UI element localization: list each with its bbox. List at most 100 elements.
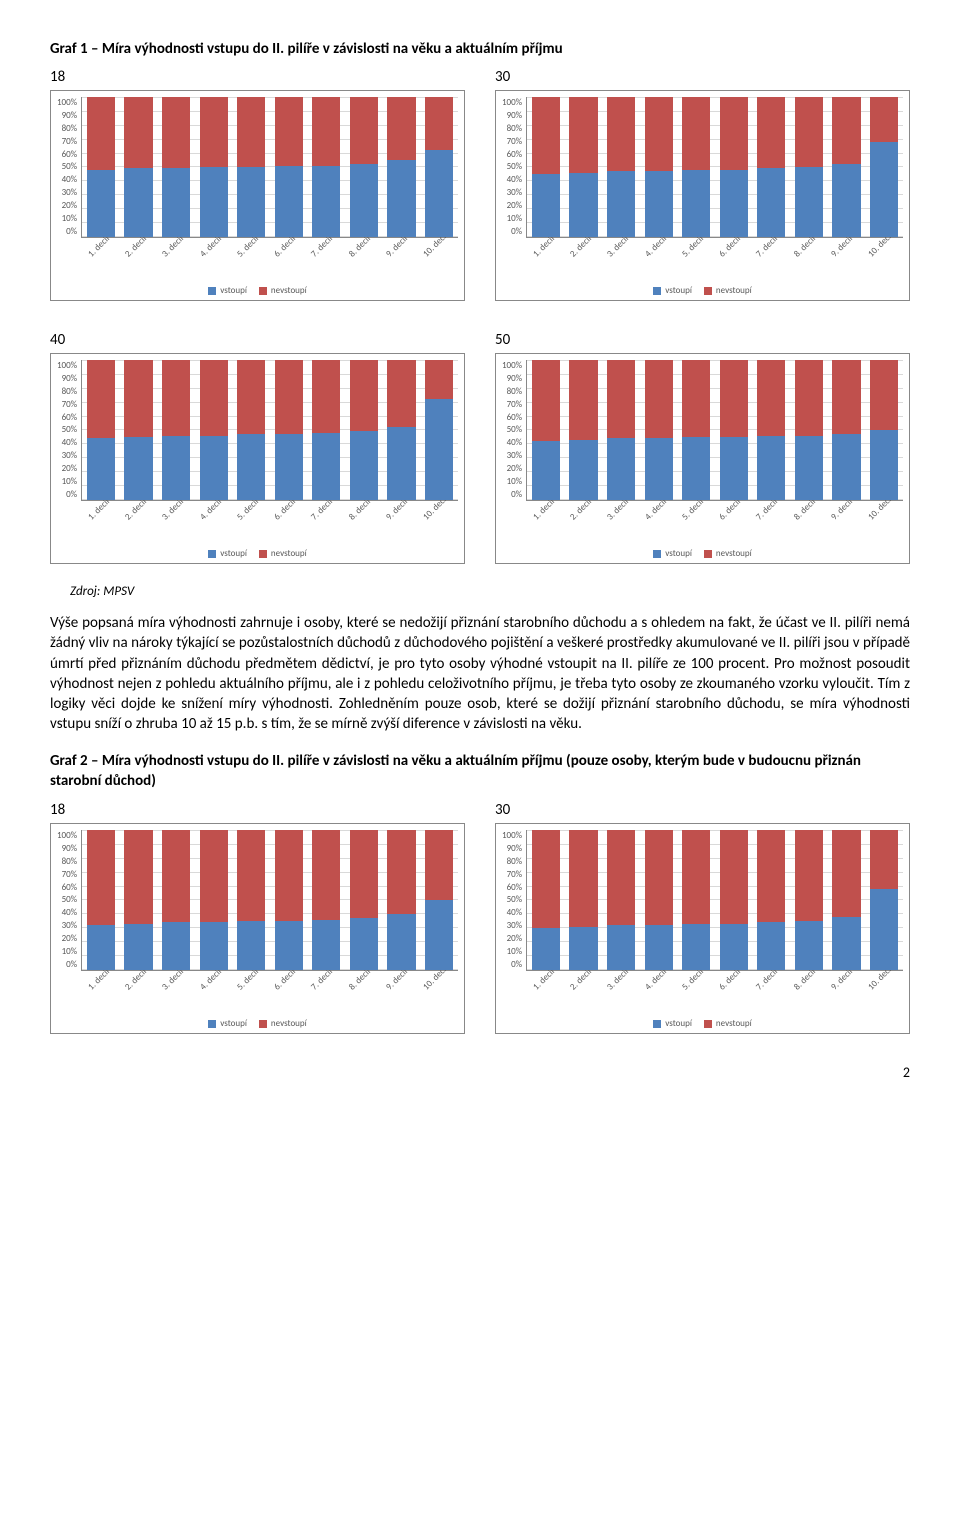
bar-segment-vstoupi [350,164,378,237]
bar-segment-vstoupi [795,167,823,237]
chart-box: 100%90%80%70%60%50%40%30%20%10%0%1. deci… [50,90,465,301]
bar-segment-nevstoupi [387,97,415,160]
bar-segment-nevstoupi [870,830,898,889]
bar-segment-nevstoupi [237,830,265,921]
bar [870,360,898,500]
bar-segment-nevstoupi [312,360,340,433]
y-tick-label: 40% [57,437,77,448]
bar [162,360,190,500]
plot-area [526,360,903,501]
bar [832,830,860,970]
chart-box: 100%90%80%70%60%50%40%30%20%10%0%1. deci… [50,823,465,1034]
bar-segment-nevstoupi [607,97,635,171]
y-tick-label: 100% [502,97,522,108]
bar-segment-vstoupi [162,922,190,970]
x-tick-label: 10. decil [866,232,917,283]
legend-item-nevstoupi: nevstoupí [259,548,307,559]
bar-segment-vstoupi [832,917,860,970]
bar-segment-vstoupi [569,927,597,970]
y-tick-label: 60% [502,882,522,893]
y-tick-label: 50% [57,424,77,435]
legend-label: nevstoupí [271,285,307,296]
bar [569,830,597,970]
legend-swatch-icon [208,550,216,558]
bar-segment-vstoupi [682,924,710,970]
plot-area [526,830,903,971]
bar-segment-vstoupi [275,434,303,500]
legend-item-vstoupi: vstoupí [208,1018,247,1029]
bar-segment-vstoupi [682,170,710,237]
bar [832,360,860,500]
bar [870,830,898,970]
bar [532,97,560,237]
bar-segment-vstoupi [757,922,785,970]
bar [795,97,823,237]
y-tick-label: 0% [502,959,522,970]
legend-label: vstoupí [220,548,247,559]
legend-swatch-icon [208,1020,216,1028]
legend-label: nevstoupí [271,548,307,559]
legend-item-nevstoupi: nevstoupí [704,285,752,296]
bar-segment-nevstoupi [237,97,265,167]
bar [757,360,785,500]
bar [312,97,340,237]
bar-segment-vstoupi [645,171,673,237]
x-tick-label: 10. decil [421,495,472,546]
bar-segment-vstoupi [275,921,303,970]
bar [607,830,635,970]
legend: vstoupínevstoupí [57,285,458,296]
chart-box: 100%90%80%70%60%50%40%30%20%10%0%1. deci… [495,90,910,301]
legend: vstoupínevstoupí [57,1018,458,1029]
bar [682,97,710,237]
y-tick-label: 0% [502,226,522,237]
y-tick-label: 60% [502,149,522,160]
bar-segment-nevstoupi [569,360,597,440]
bar [200,360,228,500]
legend-item-vstoupi: vstoupí [208,548,247,559]
bar-segment-nevstoupi [682,360,710,437]
bar-segment-nevstoupi [162,97,190,168]
y-tick-label: 10% [57,476,77,487]
bar-segment-nevstoupi [124,97,152,168]
bar-segment-vstoupi [237,434,265,500]
chart-cell: 18100%90%80%70%60%50%40%30%20%10%0%1. de… [50,68,465,301]
y-tick-label: 90% [57,110,77,121]
legend-swatch-icon [653,550,661,558]
bar-segment-nevstoupi [645,97,673,171]
y-tick-label: 70% [57,136,77,147]
y-tick-label: 0% [57,489,77,500]
y-tick-label: 40% [502,437,522,448]
bar-segment-vstoupi [200,436,228,500]
y-tick-label: 100% [57,830,77,841]
y-tick-label: 50% [502,424,522,435]
y-tick-label: 30% [57,187,77,198]
bar-segment-nevstoupi [607,360,635,438]
bar-segment-vstoupi [312,433,340,500]
bar-segment-nevstoupi [425,830,453,900]
bar [532,360,560,500]
bar [237,360,265,500]
legend-swatch-icon [704,1020,712,1028]
bar [425,830,453,970]
bar-segment-nevstoupi [87,830,115,925]
bar [87,360,115,500]
plot-area [81,830,458,971]
bar-segment-vstoupi [312,920,340,970]
y-tick-label: 90% [57,373,77,384]
bar [124,97,152,237]
legend: vstoupí nevstoupí [57,548,458,559]
x-tick-label: 10. decil [421,965,472,1016]
bar [275,97,303,237]
y-tick-label: 70% [502,136,522,147]
graf1-title: Graf 1 – Míra výhodnosti vstupu do II. p… [50,40,910,58]
bar-segment-nevstoupi [350,97,378,164]
bar-segment-nevstoupi [795,830,823,921]
bar-segment-nevstoupi [200,360,228,436]
y-tick-label: 10% [57,213,77,224]
bar-segment-vstoupi [569,173,597,237]
legend: vstoupí nevstoupí [502,285,903,296]
bar-segment-vstoupi [425,900,453,970]
bar-segment-vstoupi [682,437,710,500]
bar [124,830,152,970]
legend-label: vstoupí [665,285,692,296]
